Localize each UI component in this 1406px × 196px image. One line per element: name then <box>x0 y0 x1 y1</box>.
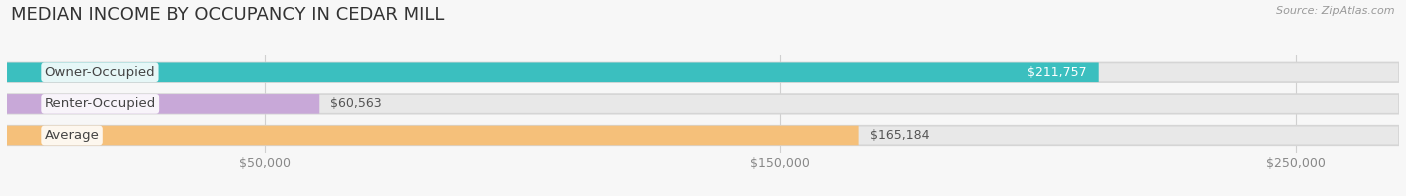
Text: Source: ZipAtlas.com: Source: ZipAtlas.com <box>1277 6 1395 16</box>
FancyBboxPatch shape <box>7 63 1399 82</box>
Text: Renter-Occupied: Renter-Occupied <box>45 97 156 110</box>
Text: $165,184: $165,184 <box>870 129 929 142</box>
Text: Owner-Occupied: Owner-Occupied <box>45 66 155 79</box>
FancyBboxPatch shape <box>7 63 1098 82</box>
Text: Average: Average <box>45 129 100 142</box>
Text: $60,563: $60,563 <box>330 97 382 110</box>
FancyBboxPatch shape <box>7 94 319 114</box>
Text: $211,757: $211,757 <box>1026 66 1087 79</box>
FancyBboxPatch shape <box>7 94 1399 114</box>
FancyBboxPatch shape <box>7 126 859 145</box>
Text: MEDIAN INCOME BY OCCUPANCY IN CEDAR MILL: MEDIAN INCOME BY OCCUPANCY IN CEDAR MILL <box>11 6 444 24</box>
FancyBboxPatch shape <box>7 126 1399 145</box>
